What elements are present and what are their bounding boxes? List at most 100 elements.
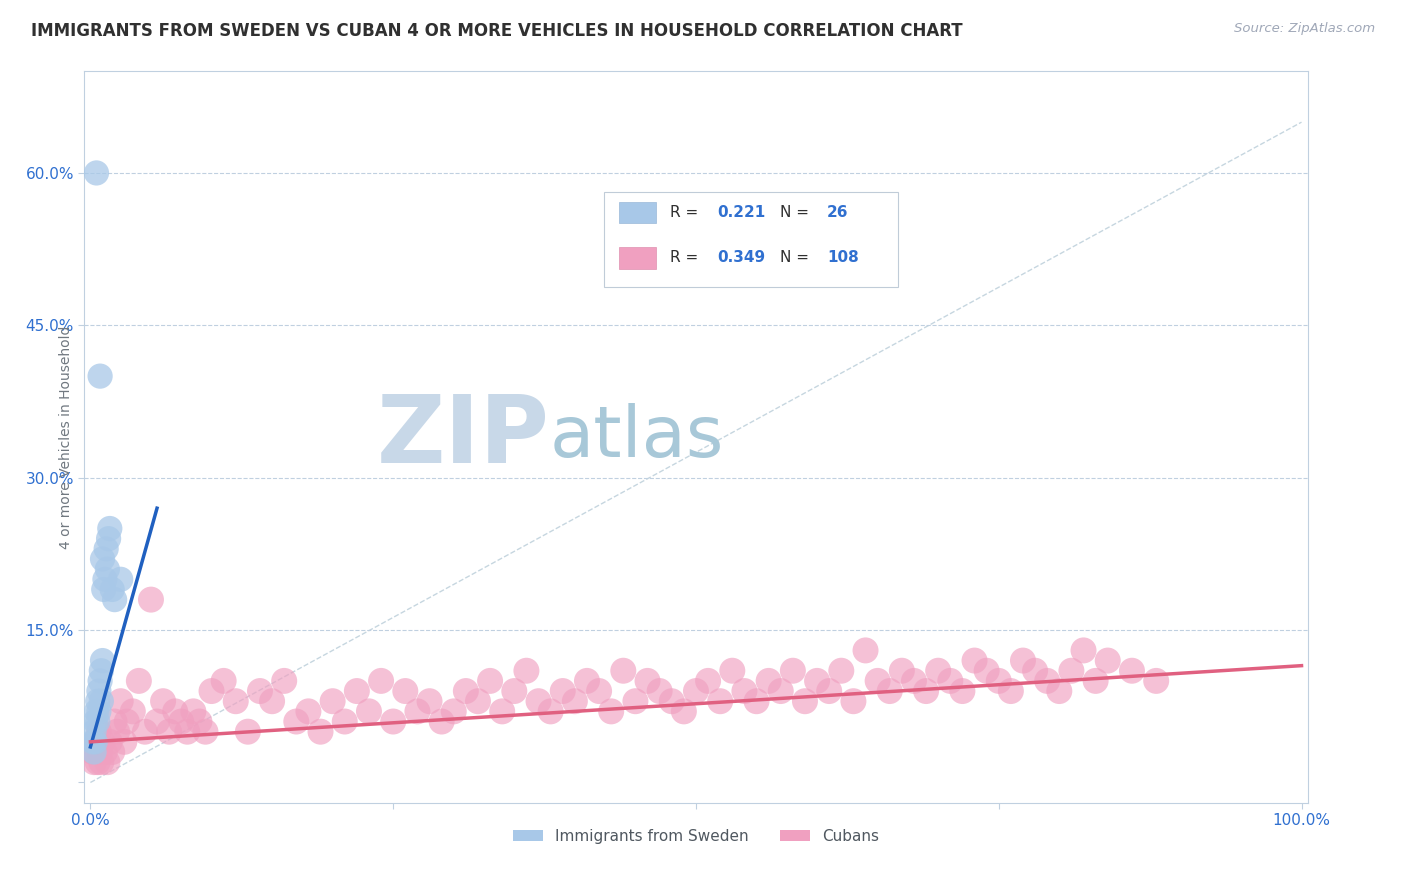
Cubans [1144,673,1167,688]
Cubans [637,673,659,688]
Cubans [1121,664,1143,678]
Cubans [915,684,938,698]
Cubans [976,664,998,678]
Legend: Immigrants from Sweden, Cubans: Immigrants from Sweden, Cubans [506,822,886,850]
Cubans [830,664,852,678]
Cubans [418,694,440,708]
Immigrants from Sweden [90,694,112,708]
Cubans [382,714,405,729]
Cubans [927,664,949,678]
Cubans [987,673,1010,688]
Cubans [454,684,477,698]
Cubans [612,664,634,678]
Text: atlas: atlas [550,402,724,472]
Cubans [866,673,889,688]
Cubans [84,735,107,749]
Bar [619,247,655,268]
Immigrants from Sweden [96,541,118,556]
Cubans [90,755,112,769]
Text: N =: N = [780,205,814,220]
Cubans [782,664,804,678]
Cubans [503,684,526,698]
Cubans [1073,643,1095,657]
Cubans [225,694,247,708]
Immigrants from Sweden [110,572,132,586]
Cubans [515,664,537,678]
Immigrants from Sweden [84,735,107,749]
Cubans [110,694,132,708]
Cubans [146,714,169,729]
Cubans [952,684,974,698]
Cubans [564,694,586,708]
Cubans [86,745,108,759]
Immigrants from Sweden [83,745,105,759]
Cubans [285,714,308,729]
Cubans [94,745,117,759]
Cubans [188,714,211,729]
Text: R =: R = [671,251,703,266]
Cubans [91,735,114,749]
Cubans [661,694,683,708]
Cubans [370,673,392,688]
Immigrants from Sweden [91,552,114,566]
Immigrants from Sweden [87,705,110,719]
Cubans [527,694,550,708]
Cubans [479,673,502,688]
Cubans [236,724,259,739]
Text: Source: ZipAtlas.com: Source: ZipAtlas.com [1234,22,1375,36]
Text: IMMIGRANTS FROM SWEDEN VS CUBAN 4 OR MORE VEHICLES IN HOUSEHOLD CORRELATION CHAR: IMMIGRANTS FROM SWEDEN VS CUBAN 4 OR MOR… [31,22,963,40]
Cubans [309,724,332,739]
Cubans [406,705,429,719]
Cubans [82,745,104,759]
Text: ZIP: ZIP [377,391,550,483]
Immigrants from Sweden [104,592,127,607]
Cubans [648,684,671,698]
Cubans [1024,664,1046,678]
Cubans [297,705,319,719]
Cubans [794,694,817,708]
Y-axis label: 4 or more Vehicles in Household: 4 or more Vehicles in Household [59,326,73,549]
Cubans [112,735,135,749]
Cubans [1084,673,1107,688]
Cubans [939,673,962,688]
Immigrants from Sweden [87,684,110,698]
Cubans [152,694,174,708]
Cubans [769,684,792,698]
Cubans [105,724,128,739]
Cubans [121,705,143,719]
Immigrants from Sweden [91,654,114,668]
Cubans [672,705,695,719]
Cubans [249,684,271,698]
Cubans [721,664,744,678]
Cubans [890,664,912,678]
FancyBboxPatch shape [605,192,898,287]
Immigrants from Sweden [97,532,120,546]
Text: R =: R = [671,205,703,220]
Cubans [903,673,925,688]
Immigrants from Sweden [96,562,118,576]
Cubans [83,755,105,769]
Cubans [86,755,108,769]
Cubans [600,705,623,719]
Cubans [346,684,368,698]
Cubans [575,673,598,688]
Cubans [333,714,356,729]
Text: 0.349: 0.349 [717,251,765,266]
Bar [619,202,655,224]
Cubans [89,745,111,759]
Cubans [443,705,465,719]
Cubans [394,684,416,698]
Cubans [963,654,986,668]
Cubans [1012,654,1035,668]
Cubans [357,705,380,719]
Cubans [1097,654,1119,668]
Cubans [697,673,720,688]
Cubans [98,735,121,749]
Immigrants from Sweden [84,714,107,729]
Immigrants from Sweden [90,664,112,678]
Cubans [165,705,187,719]
Immigrants from Sweden [83,724,105,739]
Cubans [879,684,901,698]
Cubans [758,673,780,688]
Cubans [430,714,453,729]
